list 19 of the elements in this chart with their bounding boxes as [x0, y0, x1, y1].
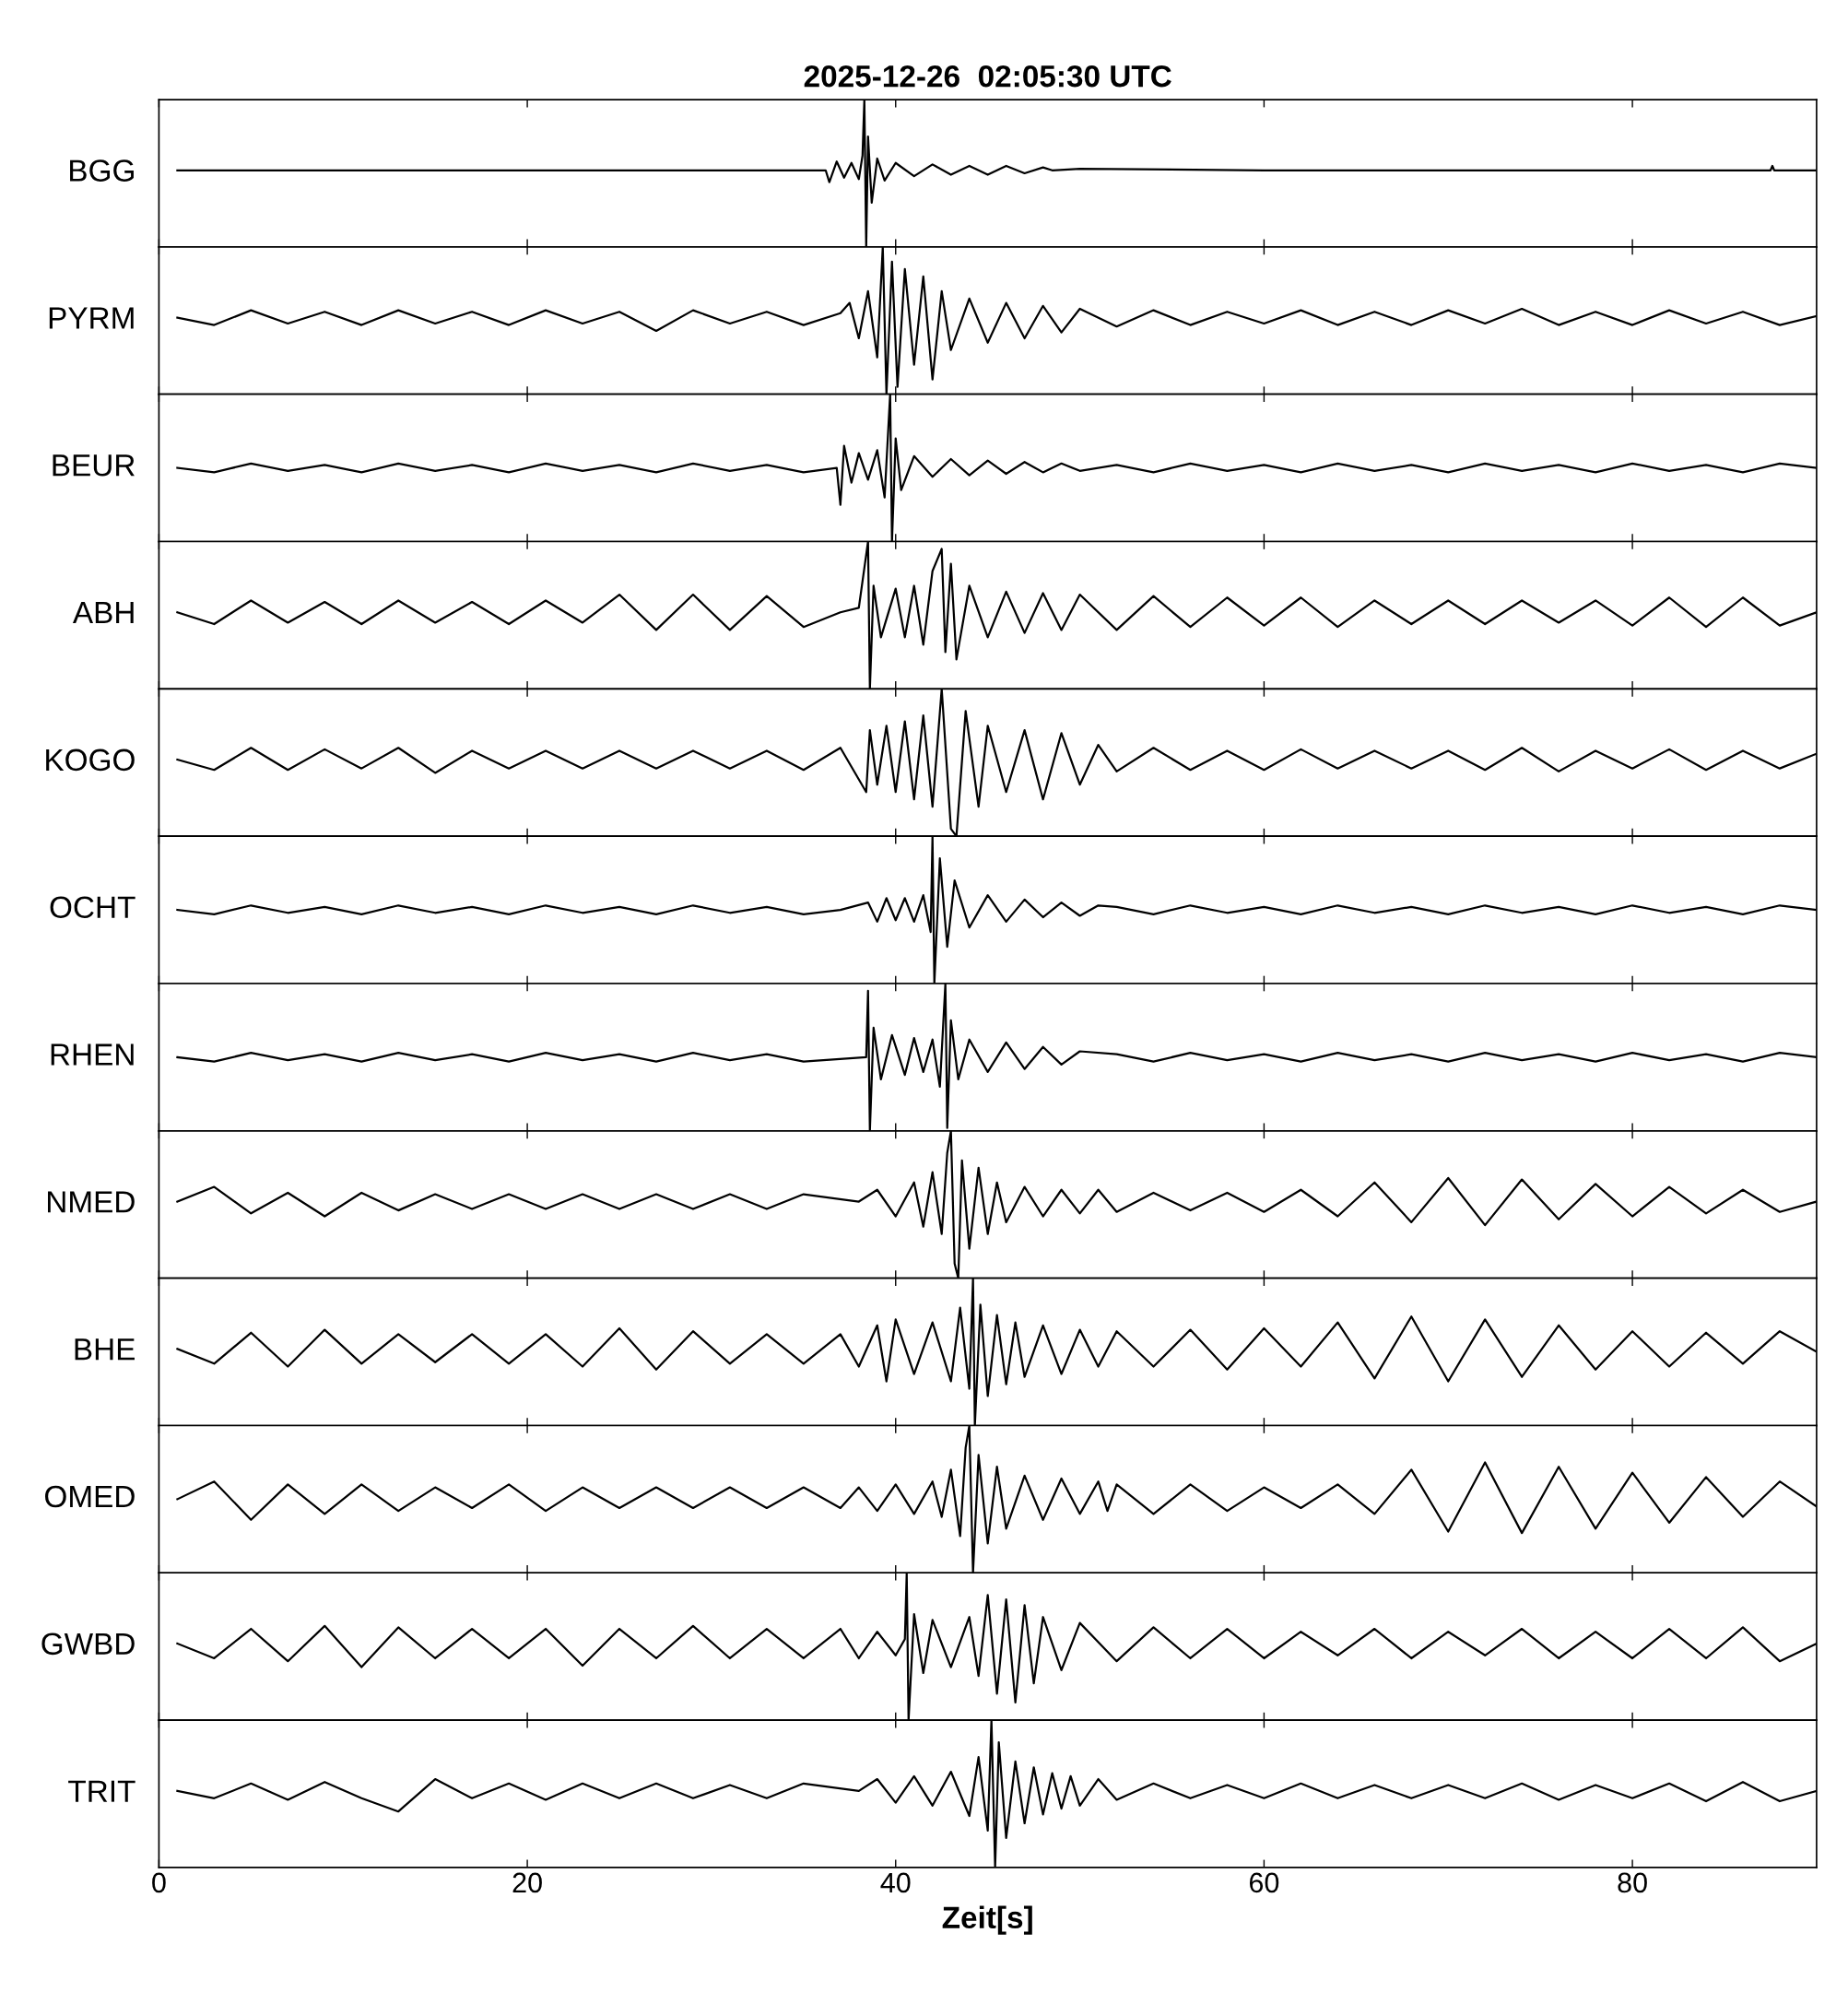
x-axis-title: Zeit[s] — [942, 1905, 1032, 1935]
y-axis-title: BGG — [70, 159, 134, 182]
x-tick-label: 40 — [880, 1872, 911, 1893]
y-axis-title: GWBD — [41, 1632, 135, 1656]
y-axis-title: BHE — [75, 1338, 135, 1361]
chart-title: 2025-12-26 02:05:30 UTC — [804, 65, 1171, 88]
y-axis-title: KOGO — [46, 748, 135, 772]
y-axis-title: PYRM — [49, 307, 134, 329]
y-axis-title: TRIT — [68, 1780, 135, 1802]
y-axis-title: ABH — [72, 602, 134, 624]
y-axis-title: OCHT — [50, 896, 135, 919]
x-tick-label: 0 — [152, 1872, 166, 1893]
x-tick-label: 60 — [1249, 1872, 1279, 1893]
y-axis-title: RHEN — [51, 1043, 134, 1066]
x-tick-label: 20 — [512, 1872, 542, 1893]
y-axis-title: BEUR — [53, 454, 135, 477]
x-tick-label: 80 — [1618, 1872, 1647, 1893]
y-axis-title: NMED — [48, 1191, 135, 1213]
y-axis-title: OMED — [45, 1485, 135, 1508]
